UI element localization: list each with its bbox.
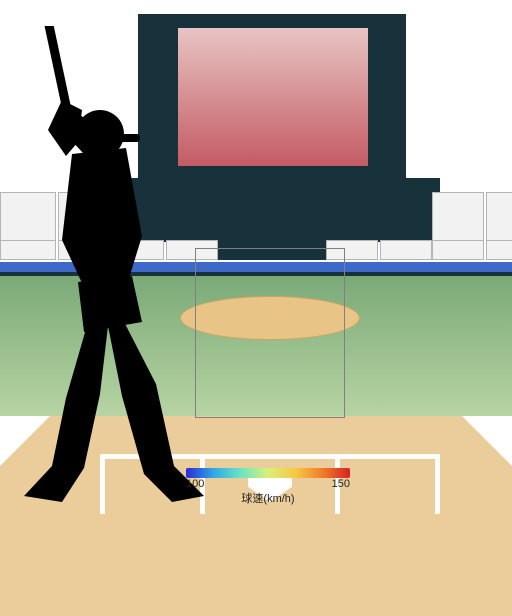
batter-box-line: [435, 454, 440, 514]
batter-silhouette: [0, 26, 252, 506]
legend-tick-max: 150: [332, 478, 350, 490]
legend-tick-min: 100: [186, 478, 204, 490]
legend-title: 球速(km/h): [174, 490, 362, 506]
legend-gradient-bar: [186, 468, 350, 478]
stand-block: [486, 240, 512, 260]
stand-block: [432, 192, 484, 242]
stand-block: [380, 240, 432, 260]
stand-block: [432, 240, 484, 260]
velocity-legend: 100 150 球速(km/h): [174, 468, 362, 508]
legend-ticks: 100 150: [186, 478, 350, 490]
stand-block: [486, 192, 512, 242]
